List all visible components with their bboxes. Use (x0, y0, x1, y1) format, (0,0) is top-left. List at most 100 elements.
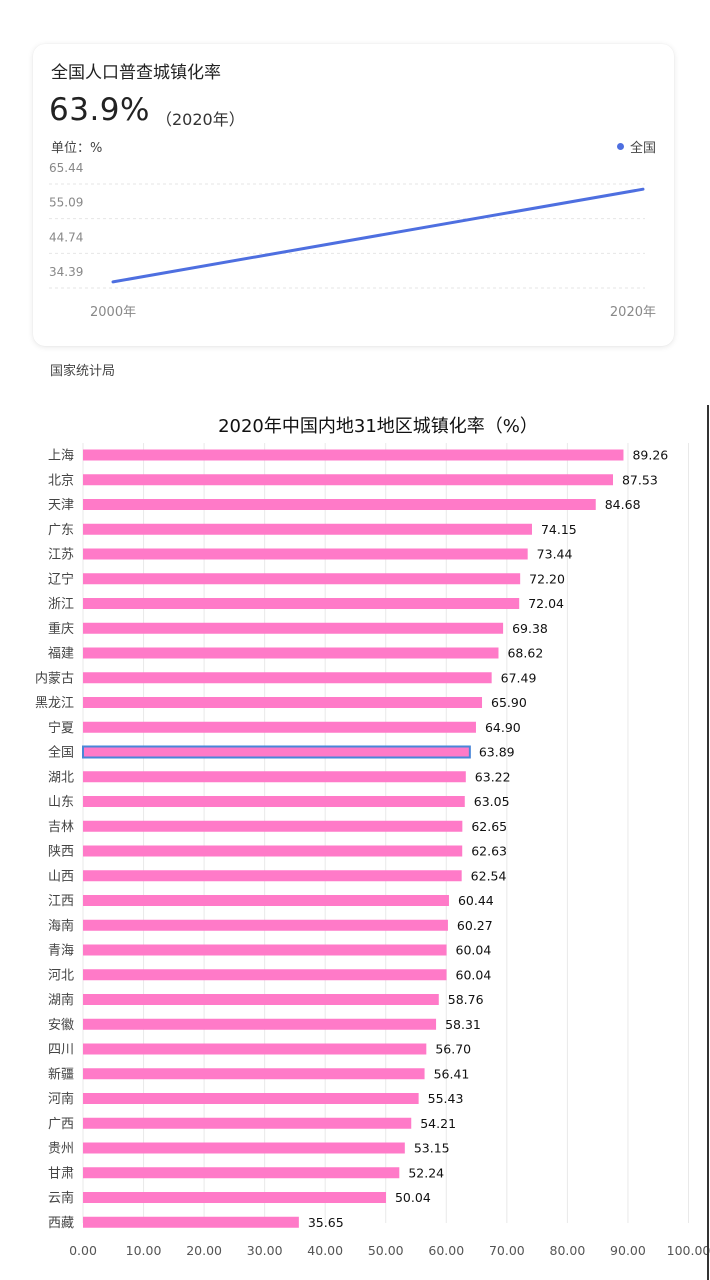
bar (83, 1093, 419, 1104)
bar-category-label: 内蒙古 (35, 670, 74, 686)
bar-value-label: 69.38 (512, 621, 548, 636)
bar-category-label: 上海 (48, 449, 74, 464)
bar-value-label: 62.65 (471, 819, 507, 834)
line-legend[interactable]: 全国 (616, 137, 656, 156)
bar-value-label: 58.31 (445, 1017, 481, 1032)
bar-category-label: 河北 (48, 968, 74, 983)
bar-category-label: 贵州 (48, 1142, 74, 1157)
line-y-tick-label: 65.44 (49, 161, 83, 175)
bar-category-label: 甘肃 (48, 1166, 74, 1181)
bar (83, 796, 465, 807)
bar-category-label: 吉林 (48, 820, 74, 835)
bar (83, 697, 483, 708)
line-x-tick-label: 2020年 (610, 305, 656, 320)
bar-value-label: 63.05 (474, 794, 510, 809)
urbanization-year: （2020年） (156, 110, 245, 129)
line-y-tick-label: 55.09 (49, 196, 83, 210)
bar-category-label: 辽宁 (48, 571, 74, 587)
bar-value-label: 63.22 (475, 769, 511, 784)
bar (83, 919, 448, 931)
bar-category-label: 河南 (48, 1091, 74, 1107)
bar-x-tick-label: 80.00 (550, 1243, 586, 1258)
bar-x-tick-label: 70.00 (489, 1243, 525, 1258)
bar-value-label: 60.44 (458, 893, 494, 908)
bar (83, 499, 596, 510)
bar-category-label: 浙江 (48, 597, 74, 612)
legend-label: 全国 (629, 141, 656, 156)
unit-label: 单位：% (51, 141, 103, 156)
bar-value-label: 35.65 (308, 1215, 344, 1230)
bar-category-label: 山西 (48, 869, 74, 884)
bar-category-label: 青海 (48, 944, 74, 959)
bar-category-label: 重庆 (48, 621, 74, 637)
bar (83, 598, 520, 609)
urbanization-value: 63.9% (49, 92, 150, 128)
card-title: 全国人口普查城镇化率 (51, 63, 221, 83)
bar-x-tick-label: 50.00 (368, 1243, 404, 1258)
bar-category-label: 湖南 (48, 992, 74, 1008)
bar-x-tick-label: 60.00 (428, 1243, 464, 1258)
bar-category-label: 陕西 (48, 845, 74, 860)
bar (83, 944, 447, 956)
bar (83, 721, 476, 733)
bar-x-tick-label: 100.00 (667, 1243, 710, 1258)
bar (83, 548, 528, 560)
divider (707, 405, 709, 1280)
bar (83, 994, 439, 1005)
bar (83, 449, 624, 461)
bar-chart: 2020年中国内地31地区城镇化率（%） 0.00 10.00 20.00 30.00 4… (35, 416, 710, 1258)
bar (83, 1192, 386, 1203)
bar-x-tick-label: 30.00 (247, 1243, 283, 1258)
bar-x-tick-label: 10.00 (126, 1243, 162, 1258)
bar-value-label: 54.21 (420, 1116, 456, 1131)
bar-value-label: 89.26 (632, 448, 668, 463)
bar-category-label: 江苏 (48, 547, 74, 563)
bar (83, 1142, 405, 1154)
bar-value-label: 60.04 (456, 943, 492, 958)
bar-category-label: 宁夏 (48, 720, 74, 736)
bar-category-label: 西藏 (48, 1216, 74, 1231)
bar-category-label: 北京 (48, 473, 74, 488)
bar-value-label: 65.90 (491, 695, 527, 710)
bar (83, 820, 463, 832)
bar (83, 1018, 437, 1030)
bar-value-label: 74.15 (541, 522, 577, 537)
bar (83, 1068, 425, 1080)
bar (83, 870, 462, 882)
bar-category-label: 天津 (48, 498, 74, 513)
line-chart[interactable]: 34.39 44.74 55.09 65.44 2000年 2020年 (33, 44, 674, 346)
bar-x-tick-label: 90.00 (610, 1243, 646, 1258)
bar-value-label: 87.53 (622, 472, 658, 487)
bar-category-label: 安徽 (48, 1018, 74, 1033)
bar-value-label: 60.27 (457, 918, 493, 933)
bar-category-label: 黑龙江 (35, 696, 74, 711)
line-y-tick-label: 44.74 (49, 230, 83, 244)
bar-chart-title: 2020年中国内地31地区城镇化率（%） (218, 416, 538, 437)
bar-x-tick-label: 0.00 (69, 1243, 97, 1258)
source-label: 国家统计局 (50, 364, 116, 379)
bar (83, 1167, 400, 1179)
bar-value-label: 52.24 (408, 1165, 444, 1180)
bar-value-label: 56.41 (434, 1066, 470, 1081)
bar-category-label: 全国 (48, 745, 74, 761)
bar (83, 647, 499, 659)
bar (83, 622, 504, 634)
bar-value-label: 64.90 (485, 720, 521, 735)
bar-category-label: 新疆 (48, 1066, 74, 1082)
bar-value-label: 50.04 (395, 1190, 431, 1205)
bar-value-label: 56.70 (435, 1042, 471, 1057)
bar-value-label: 60.04 (456, 967, 492, 982)
bar-highlight (82, 745, 471, 759)
bar-value-label: 67.49 (501, 670, 537, 685)
bar (83, 573, 521, 585)
line-series-national (111, 187, 645, 284)
bar (83, 969, 447, 981)
bar-value-label: 53.15 (414, 1141, 450, 1156)
bar-category-label: 江西 (48, 894, 74, 909)
bar-value-label: 58.76 (448, 992, 484, 1007)
bar-value-label: 72.04 (528, 596, 564, 611)
bar-value-label: 72.20 (529, 571, 565, 586)
bar (83, 1043, 427, 1055)
bar-category-label: 海南 (48, 918, 74, 934)
bar (83, 1117, 412, 1129)
